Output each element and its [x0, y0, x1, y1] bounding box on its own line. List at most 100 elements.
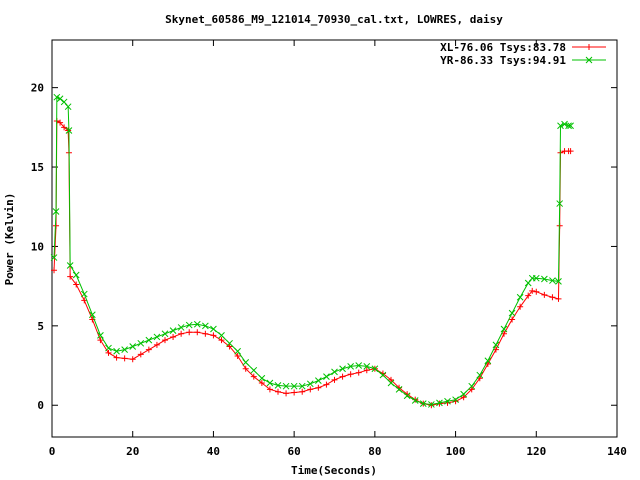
- data-point: [121, 355, 128, 362]
- data-point: [274, 382, 282, 389]
- data-point: [555, 278, 562, 285]
- data-point: [524, 279, 532, 287]
- data-point: [387, 379, 395, 387]
- data-point: [315, 377, 322, 384]
- series-layer: [50, 93, 574, 409]
- data-point: [234, 353, 241, 360]
- data-point: [355, 362, 363, 369]
- data-point: [468, 386, 475, 393]
- data-point: [567, 148, 574, 155]
- data-point: [65, 127, 73, 134]
- data-point: [242, 359, 250, 366]
- data-point: [379, 371, 387, 379]
- x-tick-label: 40: [207, 445, 220, 458]
- data-point: [218, 332, 225, 339]
- data-point: [97, 332, 104, 339]
- data-point: [525, 292, 532, 299]
- data-point: [153, 341, 160, 348]
- plot-area: [51, 39, 618, 438]
- data-point: [60, 98, 68, 106]
- data-point: [218, 337, 225, 344]
- data-point: [170, 333, 177, 340]
- data-point: [185, 321, 193, 329]
- series-line: [53, 120, 571, 406]
- data-point: [355, 369, 362, 376]
- data-point: [339, 373, 346, 380]
- data-point: [452, 396, 459, 404]
- data-point: [178, 330, 185, 337]
- data-point: [145, 336, 153, 344]
- data-point: [460, 394, 467, 401]
- data-point: [210, 332, 217, 339]
- data-point: [476, 371, 484, 379]
- data-point: [258, 380, 265, 387]
- data-point: [80, 290, 88, 298]
- data-point: [565, 122, 572, 130]
- data-point: [500, 325, 508, 333]
- data-point: [53, 93, 61, 101]
- data-point: [371, 365, 379, 373]
- data-point: [428, 401, 435, 408]
- data-point: [105, 349, 112, 356]
- data-point: [65, 127, 72, 134]
- data-point: [419, 400, 427, 408]
- data-point: [53, 222, 60, 229]
- data-point: [52, 208, 60, 215]
- data-point: [162, 337, 168, 344]
- data-point: [121, 346, 128, 354]
- data-point: [315, 384, 322, 391]
- data-point: [291, 389, 298, 396]
- data-point: [388, 376, 394, 383]
- data-point: [323, 381, 330, 388]
- data-point: [177, 324, 185, 331]
- data-point: [61, 124, 68, 131]
- data-point: [468, 382, 476, 390]
- data-point: [282, 382, 290, 390]
- data-point: [283, 390, 290, 397]
- data-point: [258, 374, 266, 382]
- y-axis-label: Power (Kelvin): [3, 193, 16, 286]
- data-point: [250, 373, 257, 380]
- data-point: [202, 330, 209, 337]
- data-point: [72, 271, 80, 279]
- data-point: [50, 254, 58, 261]
- x-tick-label: 120: [526, 445, 546, 458]
- data-point: [306, 380, 314, 388]
- x-tick-label: 20: [126, 445, 139, 458]
- data-point: [549, 277, 556, 284]
- series-1: [51, 117, 574, 409]
- data-point: [492, 341, 500, 349]
- data-point: [557, 122, 564, 130]
- data-point: [210, 325, 217, 333]
- data-point: [347, 371, 354, 378]
- series-2: [50, 93, 574, 408]
- data-point: [363, 362, 371, 370]
- data-point: [585, 56, 593, 64]
- y-tick-label: 0: [37, 399, 44, 412]
- data-point: [97, 337, 104, 344]
- data-point: [194, 329, 201, 336]
- data-point: [509, 316, 516, 323]
- data-point: [532, 274, 540, 282]
- y-tick-label: 15: [31, 161, 44, 174]
- data-point: [444, 397, 451, 405]
- data-point: [266, 379, 274, 387]
- legend-label: YR-86.33 Tsys:94.91: [440, 54, 566, 67]
- data-point: [66, 262, 74, 269]
- data-point: [411, 397, 419, 404]
- data-point: [517, 303, 524, 310]
- data-point: [541, 291, 548, 298]
- data-point: [234, 347, 241, 355]
- data-point: [266, 386, 273, 393]
- data-point: [516, 293, 524, 301]
- x-axis-label: Time(Seconds): [291, 464, 377, 477]
- data-point: [193, 320, 201, 328]
- x-tick-label: 140: [607, 445, 627, 458]
- data-point: [403, 392, 411, 400]
- data-point: [339, 365, 346, 373]
- x-tick-label: 80: [368, 445, 381, 458]
- y-tick-label: 20: [31, 82, 44, 95]
- data-point: [395, 386, 403, 393]
- data-point: [567, 122, 574, 130]
- data-point: [298, 382, 306, 390]
